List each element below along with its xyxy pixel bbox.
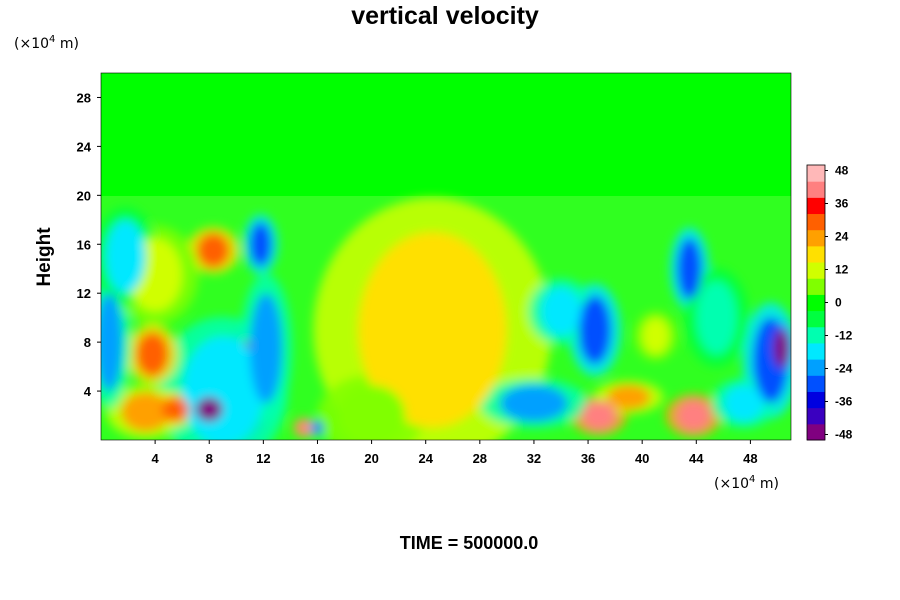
colorbar-segment [807, 326, 825, 344]
time-label: TIME = [400, 533, 464, 553]
colorbar-segment [807, 197, 825, 215]
plot-frame [100, 72, 792, 441]
x-tick-label: 48 [743, 451, 757, 466]
colorbar-segment [807, 262, 825, 279]
y-tick-label: 4 [84, 384, 92, 399]
colorbar-ticks: 48 36 24 12 0 -12 -24 -36 -48 [825, 164, 853, 442]
x-tick-label: 32 [527, 451, 541, 466]
velocity-core-23 [723, 384, 764, 422]
time-value: 500000.0 [463, 533, 538, 553]
colorbar-segment [807, 375, 825, 392]
velocity-core-4 [195, 397, 223, 422]
velocity-core-17 [500, 384, 568, 422]
colorbar-segment [807, 294, 825, 312]
y-tick-label: 12 [77, 286, 91, 301]
colorbar-tick-label: -12 [835, 329, 853, 343]
colorbar-segment [807, 407, 825, 425]
chart-title: vertical velocity [351, 2, 539, 30]
velocity-core-22 [773, 328, 790, 368]
x-tick-label: 20 [364, 451, 378, 466]
x-tick-label: 8 [206, 451, 213, 466]
velocity-core-26 [105, 219, 146, 294]
colorbar-tick-label: 0 [835, 296, 842, 310]
velocity-core-6 [197, 233, 230, 268]
colorbar-segment [807, 310, 825, 328]
colorbar-tick-label: 48 [835, 164, 849, 178]
velocity-core-24 [642, 317, 670, 355]
velocity-core-16 [676, 399, 712, 432]
y-tick-label: 24 [77, 139, 92, 154]
velocity-core-20 [677, 238, 702, 300]
y-unit-prefix: (×10 [14, 36, 49, 52]
colorbar-segment [807, 391, 825, 409]
velocity-core-12 [297, 420, 311, 436]
velocity-core-27 [337, 384, 406, 440]
colorbar-tick-label: -36 [835, 395, 853, 409]
x-tick-label: 24 [418, 451, 433, 466]
velocity-core-5 [249, 293, 283, 404]
colorbar-segment [807, 359, 825, 376]
y-unit-suffix: m) [55, 36, 79, 52]
x-tick-label: 36 [581, 451, 595, 466]
colorbar-tick-label: 24 [835, 230, 849, 244]
velocity-core-8 [136, 332, 169, 377]
velocity-core-14 [581, 400, 617, 431]
velocity-core-13 [312, 421, 323, 434]
x-tick-label: 44 [689, 451, 704, 466]
y-unit-exponent: 4 [49, 34, 55, 45]
colorbar-segment [807, 278, 825, 295]
colorbar-segment [807, 165, 825, 182]
x-unit-label: (×104 m) [714, 474, 779, 492]
velocity-core-11 [101, 293, 123, 392]
velocity-core-1 [358, 232, 507, 428]
velocity-core-15 [607, 384, 651, 410]
y-tick-label: 20 [77, 188, 91, 203]
x-tick-label: 4 [152, 451, 160, 466]
y-unit-label: (×104 m) [14, 34, 79, 52]
x-unit-prefix: (×10 [714, 476, 749, 492]
velocity-core-28 [696, 280, 737, 355]
x-tick-label: 40 [635, 451, 649, 466]
velocity-core-7 [249, 222, 272, 267]
colorbar-segment [807, 423, 825, 441]
velocity-core-10 [161, 397, 189, 422]
velocity-core-19 [540, 287, 582, 337]
x-axis-ticks: 4 8 12 16 20 24 28 32 36 40 44 48 [152, 440, 758, 466]
velocity-core-18 [578, 295, 612, 365]
plot-area [101, 73, 791, 440]
y-tick-label: 8 [84, 335, 91, 350]
colorbar-tick-label: 36 [835, 197, 849, 211]
colorbar-segment [807, 229, 825, 247]
x-tick-label: 16 [310, 451, 324, 466]
colorbar [806, 164, 826, 441]
x-tick-label: 12 [256, 451, 270, 466]
time-annotation: TIME = 500000.0 [400, 533, 539, 553]
y-axis-label: Height [34, 227, 55, 287]
x-unit-suffix: m) [755, 476, 779, 492]
y-tick-label: 16 [77, 237, 91, 252]
x-unit-exponent: 4 [749, 474, 755, 485]
y-tick-label: 28 [77, 90, 91, 105]
colorbar-tick-label: 12 [835, 263, 849, 277]
y-axis-ticks: 4 8 12 16 20 24 28 [77, 90, 101, 399]
colorbar-tick-label: -24 [835, 362, 853, 376]
colorbar-segment [807, 213, 825, 231]
velocity-field [101, 197, 791, 440]
velocity-core-9 [121, 392, 170, 432]
colorbar-segment [807, 181, 825, 198]
x-tick-label: 28 [473, 451, 487, 466]
colorbar-tick-label: -48 [835, 428, 853, 442]
colorbar-segment [807, 342, 825, 360]
colorbar-segment [807, 245, 825, 263]
